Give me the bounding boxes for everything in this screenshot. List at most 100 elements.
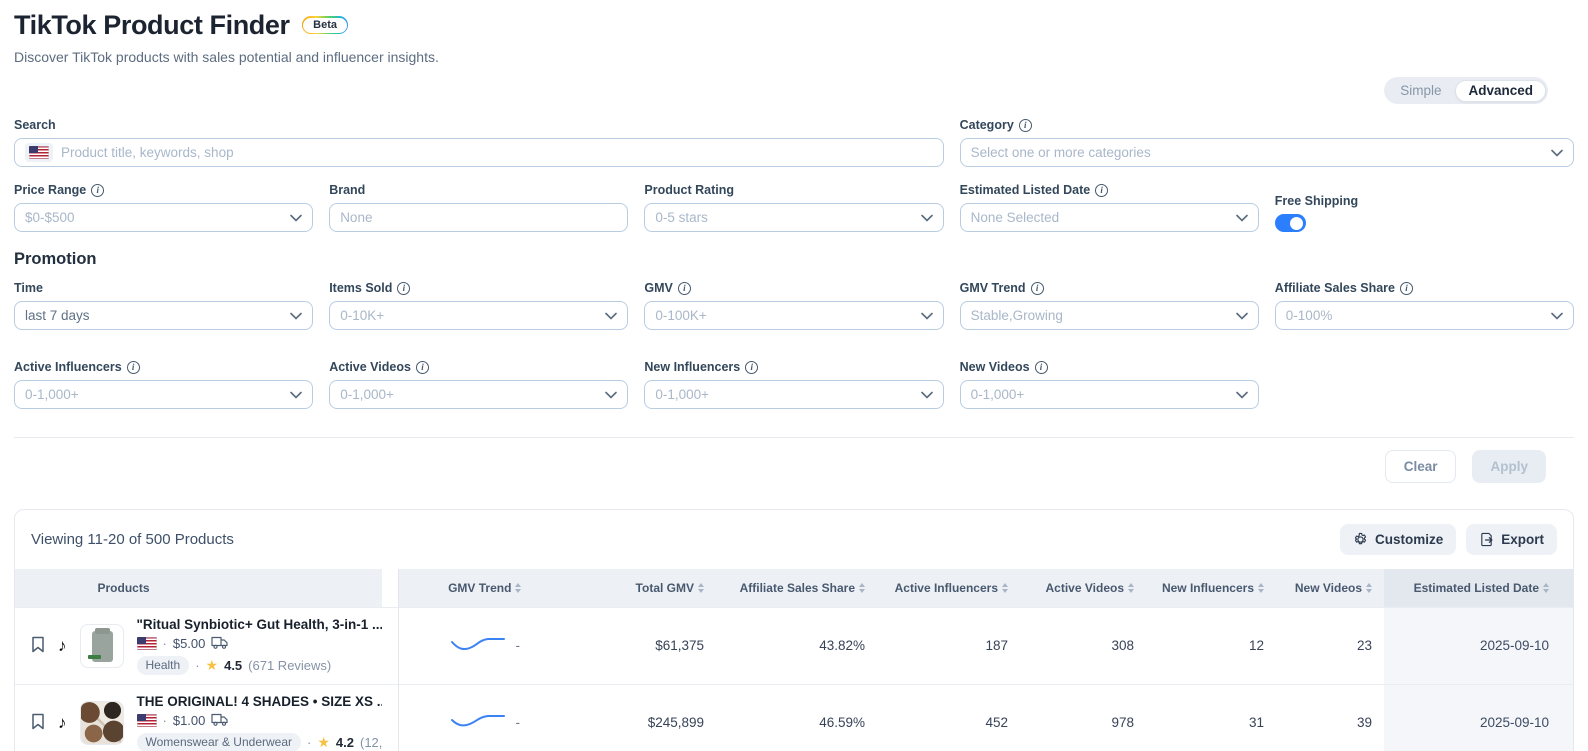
sort-icon [1258,583,1264,593]
new-videos-info-icon[interactable]: i [1034,360,1048,374]
gmv-label: GMV [644,281,673,295]
time-label: Time [14,281,43,295]
time-value: last 7 days [25,308,90,323]
sort-icon [859,583,865,593]
affiliate-sales-share-value: 0-100% [1285,308,1333,323]
product-rating-label: Product Rating [644,183,734,197]
gmv-trend-sparkline [450,634,506,657]
active-influencers-info-icon[interactable]: i [126,360,140,374]
gmv-trend-select[interactable]: Stable,Growing [959,301,1259,330]
estimated-listed-date-cell: 2025-09-10 [1384,606,1573,684]
product-thumbnail[interactable] [79,623,124,668]
active-videos-info-icon[interactable]: i [415,360,429,374]
sort-icon [1002,583,1008,593]
price-range-select[interactable]: $0-$500 [14,203,314,232]
new-videos-select[interactable]: 0-1,000+ [959,380,1259,409]
column-header-new-videos[interactable]: New Videos [1276,569,1384,607]
results-summary: Viewing 11-20 of 500 Products [31,531,234,548]
column-header-active-influencers[interactable]: Active Influencers [877,569,1020,607]
price-range-value: $0-$500 [25,210,75,225]
column-header-total-gmv[interactable]: Total GMV [571,569,716,607]
product-thumbnail[interactable] [79,700,124,745]
mode-simple-option[interactable]: Simple [1400,83,1442,98]
export-icon [1479,532,1494,547]
price-range-info-icon[interactable]: i [91,183,105,197]
total-gmv-cell: $61,375 [571,606,716,684]
export-button[interactable]: Export [1466,524,1557,555]
table-row[interactable]: ♪ "Ritual Synbiotic+ Gut Health, 3-in-1 … [15,606,1573,684]
chevron-down-icon [920,312,933,320]
gmv-select[interactable]: 0-100K+ [644,301,944,330]
free-shipping-filter: Free Shipping [1274,183,1574,232]
tiktok-icon[interactable]: ♪ [58,713,67,732]
estimated-listed-date-info-icon[interactable]: i [1095,183,1109,197]
column-header-products[interactable]: Products [15,569,382,607]
affiliate-sales-share-select[interactable]: 0-100% [1274,301,1574,330]
affiliate-sales-share-info-icon[interactable]: i [1400,281,1413,295]
active-influencers-select[interactable]: 0-1,000+ [14,380,314,409]
category-badge: Womenswear & Underwear [136,732,302,751]
bookmark-icon[interactable] [31,713,45,733]
free-shipping-label: Free Shipping [1274,194,1359,208]
chevron-down-icon [1235,391,1248,399]
country-flag-chip[interactable] [25,143,53,162]
column-header-estimated-listed-date[interactable]: Estimated Listed Date [1384,569,1573,607]
results-card-header: Viewing 11-20 of 500 Products Customize … [15,510,1573,569]
brand-input[interactable]: None [329,203,629,232]
category-filter: Category i Select one or more categories [959,118,1574,167]
page-header: TikTok Product Finder Beta [14,10,1574,41]
page-title: TikTok Product Finder [14,10,290,40]
filter-row-4: Active Influencers i 0-1,000+ Active Vide… [14,360,1574,409]
affiliate-sales-share-label: Affiliate Sales Share [1274,281,1395,295]
column-header-active-videos[interactable]: Active Videos [1020,569,1146,607]
items-sold-filter: Items Sold i 0-10K+ [329,281,629,330]
search-input[interactable]: Product title, keywords, shop [14,138,944,167]
free-shipping-toggle[interactable] [1274,214,1306,232]
page-subtitle: Discover TikTok products with sales pote… [14,49,439,65]
category-placeholder: Select one or more categories [970,145,1151,160]
category-select[interactable]: Select one or more categories [959,138,1574,167]
active-videos-value: 0-1,000+ [340,387,394,402]
product-rating-select[interactable]: 0-5 stars [644,203,944,232]
us-flag-icon [136,637,157,650]
active-influencers-value: 0-1,000+ [25,387,79,402]
mode-advanced-option[interactable]: Advanced [1455,79,1546,102]
column-header-new-influencers[interactable]: New Influencers [1146,569,1276,607]
chevron-down-icon [605,312,618,320]
gmv-info-icon[interactable]: i [677,281,691,295]
gmv-trend-value: - [515,638,521,653]
active-videos-label: Active Videos [329,360,411,374]
active-influencers-cell: 452 [877,683,1020,751]
clear-button[interactable]: Clear [1384,450,1457,483]
bookmark-icon[interactable] [31,636,45,656]
estimated-listed-date-select[interactable]: None Selected [959,203,1259,232]
chevron-down-icon [1551,149,1563,157]
new-influencers-cell: 12 [1146,606,1276,684]
items-sold-select[interactable]: 0-10K+ [329,301,629,330]
estimated-listed-date-label: Estimated Listed Date [959,183,1091,197]
us-flag-icon [136,714,157,727]
active-videos-select[interactable]: 0-1,000+ [329,380,629,409]
chevron-down-icon [920,214,933,222]
gmv-trend-info-icon[interactable]: i [1030,281,1044,295]
tiktok-icon[interactable]: ♪ [58,636,67,655]
star-icon: ★ [317,733,330,750]
estimated-listed-date-cell: 2025-09-10 [1384,683,1573,751]
time-select[interactable]: last 7 days [14,301,314,330]
category-info-icon[interactable]: i [1018,118,1032,132]
items-sold-value: 0-10K+ [340,308,385,323]
new-influencers-select[interactable]: 0-1,000+ [644,380,944,409]
new-influencers-info-icon[interactable]: i [745,360,759,374]
product-title[interactable]: "Ritual Synbiotic+ Gut Health, 3-in-1 ..… [136,616,383,632]
items-sold-info-icon[interactable]: i [397,281,411,295]
product-title[interactable]: THE ORIGINAL! 4 SHADES • SIZE XS ... [136,693,383,709]
column-header-affiliate-sales-share[interactable]: Affiliate Sales Share [716,569,877,607]
gmv-trend-sparkline [450,711,506,734]
customize-button[interactable]: Customize [1339,524,1457,555]
column-header-gmv-trend[interactable]: GMV Trend [398,569,571,607]
active-influencers-cell: 187 [877,606,1020,684]
apply-button[interactable]: Apply [1472,450,1546,483]
table-row[interactable]: ♪ THE ORIGINAL! 4 SHADES • SIZE XS ... ·… [15,683,1573,751]
gmv-trend-filter: GMV Trend i Stable,Growing [959,281,1259,330]
